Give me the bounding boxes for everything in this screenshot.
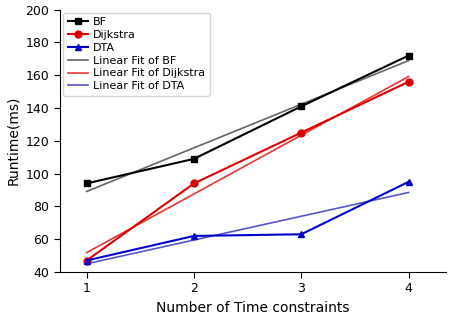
Linear Fit of DTA	[84, 262, 89, 266]
BF	[405, 53, 410, 57]
Linear Fit of DTA	[378, 196, 383, 200]
X-axis label: Number of Time constraints: Number of Time constraints	[156, 301, 349, 315]
Linear Fit of BF	[389, 65, 394, 69]
Linear Fit of DTA	[405, 190, 410, 194]
Linear Fit of Dijkstra	[389, 84, 394, 87]
Linear Fit of BF	[405, 59, 410, 62]
Linear Fit of DTA	[96, 259, 102, 263]
DTA	[405, 180, 410, 184]
BF	[298, 104, 303, 108]
Linear Fit of DTA	[389, 194, 394, 198]
Linear Fit of Dijkstra	[103, 240, 109, 244]
DTA	[84, 259, 89, 262]
Line: Linear Fit of Dijkstra: Linear Fit of Dijkstra	[86, 76, 408, 253]
Dijkstra	[191, 181, 196, 185]
Legend: BF, Dijkstra, DTA, Linear Fit of BF, Linear Fit of Dijkstra, Linear Fit of DTA: BF, Dijkstra, DTA, Linear Fit of BF, Lin…	[63, 13, 209, 96]
Line: BF: BF	[83, 52, 411, 187]
Linear Fit of DTA	[103, 258, 109, 261]
DTA	[191, 234, 196, 238]
Linear Fit of Dijkstra	[96, 244, 102, 247]
Linear Fit of Dijkstra	[405, 75, 410, 78]
Line: DTA: DTA	[83, 178, 411, 264]
Linear Fit of BF	[96, 184, 102, 188]
Linear Fit of Dijkstra	[84, 251, 89, 255]
Linear Fit of BF	[378, 70, 383, 74]
Line: Linear Fit of DTA: Linear Fit of DTA	[86, 192, 408, 264]
Line: Dijkstra: Dijkstra	[83, 78, 411, 264]
Linear Fit of DTA	[143, 249, 149, 252]
Linear Fit of BF	[169, 155, 175, 158]
Y-axis label: Runtime(ms): Runtime(ms)	[6, 96, 20, 186]
Linear Fit of BF	[103, 182, 109, 186]
BF	[191, 157, 196, 161]
Linear Fit of BF	[84, 189, 89, 193]
BF	[84, 181, 89, 185]
Line: Linear Fit of BF: Linear Fit of BF	[86, 60, 408, 191]
Linear Fit of Dijkstra	[143, 218, 149, 222]
Linear Fit of BF	[143, 165, 149, 169]
Linear Fit of DTA	[169, 243, 175, 247]
Linear Fit of Dijkstra	[378, 90, 383, 93]
Dijkstra	[405, 80, 410, 84]
Linear Fit of Dijkstra	[169, 204, 175, 208]
DTA	[298, 232, 303, 236]
Dijkstra	[298, 131, 303, 134]
Dijkstra	[84, 259, 89, 262]
